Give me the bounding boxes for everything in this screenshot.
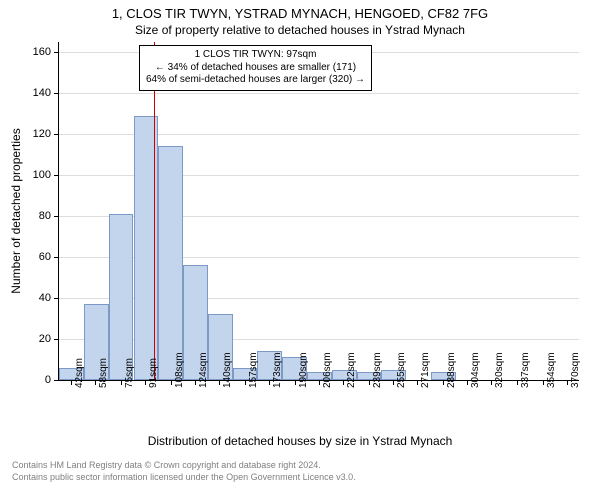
ytick-mark	[54, 216, 59, 217]
annotation-line: 64% of semi-detached houses are larger (…	[146, 74, 365, 87]
xtick-mark	[443, 380, 444, 385]
xtick-label: 288sqm	[446, 352, 457, 388]
xtick-label: 255sqm	[396, 352, 407, 388]
chart-title: 1, CLOS TIR TWYN, YSTRAD MYNACH, HENGOED…	[0, 6, 600, 21]
xtick-label: 304sqm	[470, 352, 481, 388]
histogram-bar	[158, 146, 183, 380]
ytick-label: 80	[39, 210, 51, 222]
xtick-mark	[543, 380, 544, 385]
ytick-mark	[54, 93, 59, 94]
xtick-label: 354sqm	[546, 352, 557, 388]
annotation-line: ← 34% of detached houses are smaller (17…	[146, 62, 365, 75]
xtick-mark	[171, 380, 172, 385]
xtick-label: 190sqm	[298, 352, 309, 388]
xtick-label: 157sqm	[248, 352, 259, 388]
xtick-mark	[295, 380, 296, 385]
y-axis-label: Number of detached properties	[9, 128, 23, 293]
ytick-mark	[54, 298, 59, 299]
xtick-label: 91sqm	[148, 358, 159, 388]
xtick-mark	[343, 380, 344, 385]
ytick-label: 0	[45, 374, 51, 386]
annotation-box: 1 CLOS TIR TWYN: 97sqm← 34% of detached …	[139, 45, 372, 91]
xtick-label: 124sqm	[198, 352, 209, 388]
xtick-label: 108sqm	[174, 352, 185, 388]
ytick-label: 20	[39, 333, 51, 345]
xtick-label: 140sqm	[222, 352, 233, 388]
ytick-mark	[54, 175, 59, 176]
ytick-mark	[54, 380, 59, 381]
xtick-label: 271sqm	[420, 352, 431, 388]
xtick-label: 42sqm	[74, 358, 85, 388]
ytick-mark	[54, 339, 59, 340]
x-axis-label: Distribution of detached houses by size …	[0, 434, 600, 448]
xtick-label: 222sqm	[346, 352, 357, 388]
plot-area: 02040608010012014016042sqm58sqm75sqm91sq…	[58, 42, 579, 381]
property-marker-line	[154, 42, 155, 380]
ytick-label: 60	[39, 251, 51, 263]
gridline	[59, 93, 579, 94]
chart-subtitle: Size of property relative to detached ho…	[0, 23, 600, 37]
xtick-mark	[121, 380, 122, 385]
ytick-label: 160	[33, 46, 51, 58]
xtick-label: 239sqm	[372, 352, 383, 388]
annotation-line: 1 CLOS TIR TWYN: 97sqm	[146, 49, 365, 62]
ytick-label: 40	[39, 292, 51, 304]
xtick-mark	[319, 380, 320, 385]
attribution: Contains HM Land Registry data © Crown c…	[12, 460, 356, 483]
xtick-mark	[467, 380, 468, 385]
xtick-label: 337sqm	[520, 352, 531, 388]
xtick-mark	[245, 380, 246, 385]
xtick-mark	[145, 380, 146, 385]
ytick-label: 140	[33, 87, 51, 99]
xtick-mark	[71, 380, 72, 385]
ytick-label: 100	[33, 169, 51, 181]
xtick-label: 58sqm	[98, 358, 109, 388]
xtick-label: 173sqm	[272, 352, 283, 388]
xtick-mark	[95, 380, 96, 385]
attribution-line-1: Contains HM Land Registry data © Crown c…	[12, 460, 356, 472]
xtick-label: 370sqm	[570, 352, 581, 388]
histogram-bar	[109, 214, 134, 380]
xtick-mark	[517, 380, 518, 385]
xtick-mark	[369, 380, 370, 385]
xtick-mark	[491, 380, 492, 385]
xtick-mark	[393, 380, 394, 385]
xtick-label: 206sqm	[322, 352, 333, 388]
xtick-label: 75sqm	[124, 358, 135, 388]
xtick-label: 320sqm	[494, 352, 505, 388]
xtick-mark	[269, 380, 270, 385]
ytick-label: 120	[33, 128, 51, 140]
ytick-mark	[54, 52, 59, 53]
ytick-mark	[54, 134, 59, 135]
xtick-mark	[195, 380, 196, 385]
xtick-mark	[567, 380, 568, 385]
xtick-mark	[219, 380, 220, 385]
attribution-line-2: Contains public sector information licen…	[12, 472, 356, 484]
xtick-mark	[417, 380, 418, 385]
ytick-mark	[54, 257, 59, 258]
